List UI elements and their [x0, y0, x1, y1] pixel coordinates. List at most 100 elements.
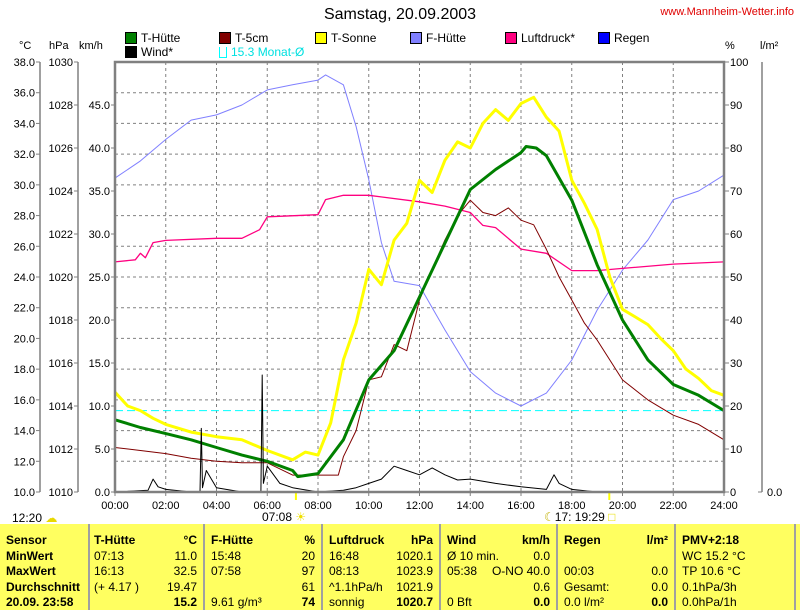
x-tick-label: 24:00 — [710, 500, 738, 512]
pressure-tick-label: 1022 — [49, 229, 73, 241]
cell-left: ^1.1hPa/h — [329, 579, 383, 594]
cloud-icon: ☁ — [45, 511, 58, 525]
table-column-pmv-2-18: PMV+2:18 WC 15.2 °C TP 10.6 °C 0.1hPa/3h 0.0… — [676, 524, 796, 610]
table-column-t-h-tte: T-Hütte °C 07:13 11.0 16:13 32.5 (+ 4.17 ) 19.4… — [88, 524, 205, 610]
wind-tick-label: 40.0 — [89, 143, 110, 155]
cell-left: TP 10.6 °C — [682, 564, 741, 578]
humidity-tick-label: 20 — [730, 401, 742, 413]
table-row: Gesamt: 0.0 — [558, 579, 674, 595]
temp-tick-label: 14.0 — [14, 426, 35, 438]
pressure-tick-label: 1014 — [49, 401, 73, 413]
cell-value: 19.47 — [166, 579, 197, 594]
table-row-label: Sensor — [0, 532, 88, 548]
table-row: sonnig 1020.7 — [323, 594, 439, 610]
table-row-label: MaxWert — [0, 563, 88, 579]
table-label-column: Sensor MinWert MaxWert Durchschnitt 20.09. 2… — [0, 524, 90, 610]
column-unit: km/h — [521, 533, 550, 547]
cell-left: 15:48 — [211, 548, 242, 563]
wind-tick-label: 5.0 — [95, 444, 110, 456]
legend-t-5cm: T-5cm — [219, 31, 268, 45]
cell-left: Gesamt: — [564, 579, 610, 594]
plot-frame — [113, 60, 726, 494]
x-tick-label: 04:00 — [203, 500, 231, 512]
table-header: Wind km/h — [441, 532, 556, 548]
cell-left: 07:13 — [94, 548, 125, 563]
table-row: 0 Bft 0.0 — [441, 594, 556, 610]
table-column-f-h-tte: F-Hütte% 15:48 20 07:58 97 61 9.61 g/m³ 74 — [205, 524, 323, 610]
row-label: Durchschnitt — [6, 579, 81, 594]
column-title: PMV+2:18 — [682, 533, 740, 547]
axis-title-wind: km/h — [79, 40, 103, 52]
legend-luftdruck: Luftdruck* — [505, 31, 575, 45]
table-row-label: Durchschnitt — [0, 579, 88, 595]
column-unit: l/m² — [646, 533, 668, 547]
legend-swatch — [219, 32, 231, 44]
humidity-tick-label: 100 — [730, 57, 748, 69]
legend-swatch — [125, 32, 137, 44]
weather-chart: 38.0 36.0 34.0 32.0 30.0 28.0 26.0 24.0 22.0 20.0… — [14, 57, 783, 512]
pressure-tick-label: 1026 — [49, 143, 73, 155]
legend-t-sonne: T-Sonne — [315, 31, 376, 45]
chart-title: Samstag, 20.09.2003 — [323, 6, 477, 23]
site-link[interactable]: www.Mannheim-Wetter.info — [660, 6, 794, 18]
table-column-luftdruck: Luftdruck hPa 16:48 1020.1 08:13 1023.9 ^1.1hP… — [323, 524, 441, 610]
x-tick-label: 16:00 — [507, 500, 535, 512]
humidity-tick-label: 0 — [730, 487, 736, 499]
cell-left: sonnig — [329, 595, 365, 609]
cell-left: 0.0hPa/1h — [682, 595, 737, 609]
cell-value: O-NO 40.0 — [491, 564, 550, 578]
series-t-h-tte-line — [114, 145, 725, 479]
temp-tick-label: 10.0 — [14, 487, 35, 499]
temp-tick-label: 26.0 — [14, 241, 35, 253]
table-row: ^1.1hPa/h 1021.9 — [323, 579, 439, 595]
cell-value: 20 — [301, 548, 315, 563]
table-row: 0.1hPa/3h — [676, 579, 794, 595]
pressure-tick-label: 1010 — [49, 487, 73, 499]
column-title: Wind — [447, 533, 477, 547]
wind-tick-label: 0.0 — [95, 487, 110, 499]
table-row: 00:03 0.0 — [558, 563, 674, 579]
axis-title-pressure: hPa — [49, 40, 69, 52]
sunrise-note: 07:08 ☀ — [262, 510, 306, 524]
cell-value: 61 — [301, 579, 315, 594]
column-title: T-Hütte — [94, 533, 136, 547]
cell-left: 16:48 — [329, 548, 360, 563]
temp-tick-label: 32.0 — [14, 149, 35, 161]
pressure-tick-label: 1030 — [49, 57, 73, 69]
legend-f-huette: F-Hütte — [410, 31, 466, 45]
humidity-tick-label: 50 — [730, 272, 742, 284]
humidity-tick-label: 30 — [730, 358, 742, 370]
cell-value: 0.6 — [533, 579, 550, 594]
cell-value: 32.5 — [173, 564, 197, 578]
temp-tick-label: 22.0 — [14, 303, 35, 315]
row-label: Sensor — [6, 533, 47, 547]
table-row: 07:13 11.0 — [88, 548, 203, 564]
table-row — [558, 548, 674, 564]
cloud-time-note: 12:20 ☁ — [12, 511, 57, 525]
axis-title-humidity: % — [725, 40, 735, 52]
x-tick-label: 00:00 — [101, 500, 129, 512]
table-row: 0.0 l/m² 0.0 — [558, 594, 674, 610]
table-column-wind: Wind km/h Ø 10 min. 0.0 05:38 O-NO 40.0 0.6 0 B… — [441, 524, 558, 610]
cell-left: 0.1hPa/3h — [682, 579, 737, 594]
pressure-tick-label: 1016 — [49, 358, 73, 370]
column-title: F-Hütte — [211, 533, 253, 547]
legend-swatch — [598, 32, 610, 44]
cell-left: (+ 4.17 ) — [94, 579, 140, 594]
x-tick-label: 08:00 — [304, 500, 332, 512]
humidity-tick-label: 70 — [730, 186, 742, 198]
table-header: T-Hütte °C — [88, 532, 203, 548]
legend-label: 15.3 Monat-Ø — [231, 45, 305, 59]
sunset-time: 17: 19:29 — [554, 510, 605, 524]
cell-value: 1020.7 — [396, 595, 433, 609]
cell-value: 0.0 — [651, 564, 668, 578]
table-column-regen: Regen l/m² 00:03 0.0 Gesamt: 0.0 0.0 l/m² 0.0 — [558, 524, 676, 610]
temp-tick-label: 18.0 — [14, 364, 35, 376]
legend-label: Luftdruck* — [521, 31, 576, 45]
temp-tick-label: 30.0 — [14, 180, 35, 192]
legend-swatch — [315, 32, 327, 44]
pressure-tick-label: 1018 — [49, 315, 73, 327]
x-tick-label: 12:00 — [406, 500, 434, 512]
cell-value: 0.0 — [533, 548, 550, 563]
legend-monat-avg: 15.3 Monat-Ø — [219, 45, 304, 59]
